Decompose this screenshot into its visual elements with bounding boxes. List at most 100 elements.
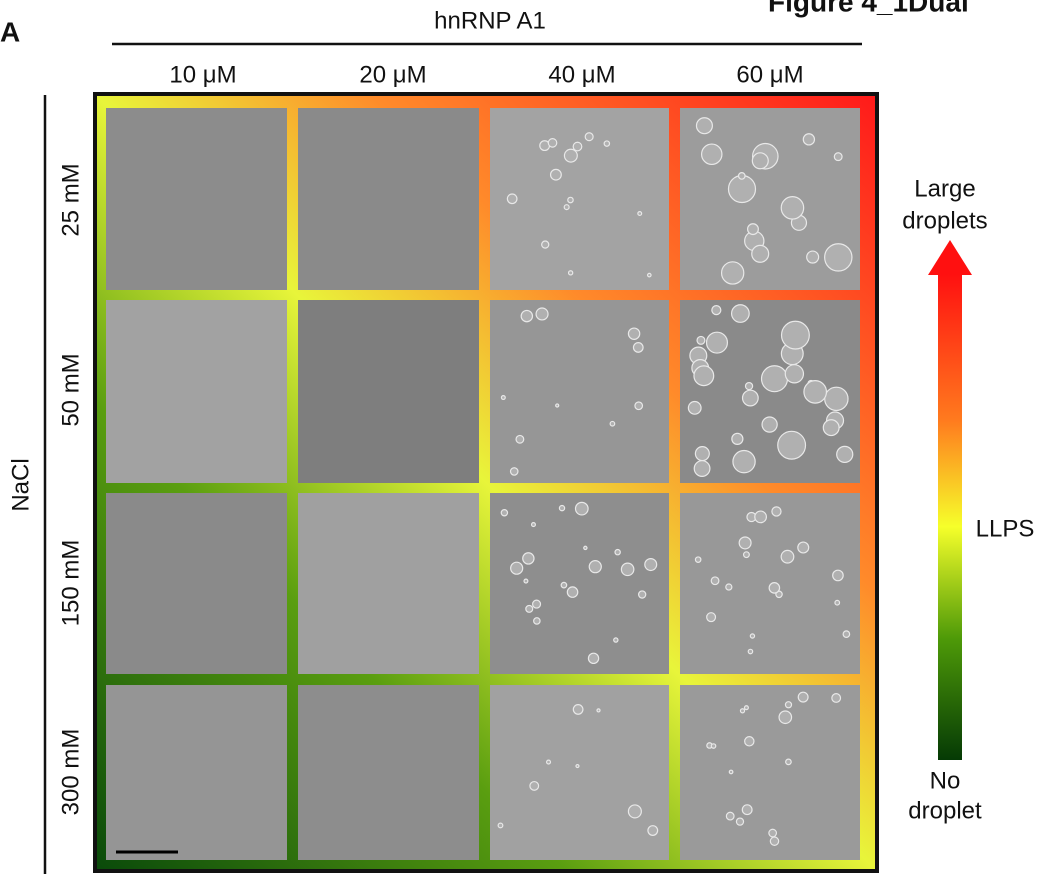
arrow-head bbox=[928, 240, 972, 275]
droplet bbox=[501, 396, 505, 400]
droplet bbox=[638, 212, 642, 216]
droplet bbox=[589, 561, 601, 573]
droplet bbox=[739, 537, 751, 549]
droplet bbox=[785, 365, 803, 383]
droplet bbox=[733, 451, 755, 473]
droplet bbox=[534, 618, 540, 624]
droplet bbox=[745, 383, 752, 390]
droplet bbox=[542, 241, 549, 248]
droplet bbox=[835, 600, 840, 605]
droplet bbox=[573, 705, 583, 715]
droplet bbox=[745, 737, 754, 746]
column-label: 20 μM bbox=[359, 61, 426, 88]
droplet bbox=[526, 605, 533, 612]
figure: A Figure 4_1Dual hnRNP A1 10 μM 20 μM 40… bbox=[0, 0, 1053, 874]
column-header: hnRNP A1 bbox=[434, 7, 546, 34]
row-label: 25 mM bbox=[57, 163, 84, 236]
scale-middle-label: LLPS bbox=[976, 515, 1035, 542]
droplet bbox=[772, 507, 781, 516]
droplet bbox=[748, 224, 759, 235]
droplet bbox=[588, 653, 598, 663]
droplet bbox=[648, 826, 658, 836]
droplet bbox=[569, 271, 573, 275]
droplet bbox=[834, 153, 842, 161]
droplet bbox=[532, 523, 536, 527]
droplet bbox=[750, 634, 754, 638]
droplet bbox=[732, 305, 750, 323]
droplet bbox=[511, 468, 518, 475]
scale-bottom-label: droplet bbox=[908, 797, 982, 824]
droplet bbox=[547, 760, 551, 764]
droplet bbox=[576, 765, 579, 768]
droplet bbox=[755, 511, 767, 523]
droplet bbox=[744, 706, 748, 710]
droplet bbox=[604, 141, 609, 146]
droplet bbox=[785, 702, 791, 708]
droplet bbox=[707, 332, 728, 353]
micrograph bbox=[490, 493, 669, 674]
droplet bbox=[742, 805, 752, 815]
droplet bbox=[823, 420, 839, 436]
droplet bbox=[736, 818, 743, 825]
droplet bbox=[695, 447, 709, 461]
droplet bbox=[694, 461, 710, 477]
droplet bbox=[585, 133, 593, 141]
droplet bbox=[633, 343, 643, 353]
droplet bbox=[743, 390, 759, 406]
droplet bbox=[729, 770, 733, 774]
droplet bbox=[688, 402, 701, 415]
droplet bbox=[752, 153, 768, 169]
droplet bbox=[697, 336, 705, 344]
droplet bbox=[798, 542, 809, 553]
droplet bbox=[804, 381, 827, 404]
scale-top-label: Large bbox=[914, 175, 975, 202]
droplet bbox=[615, 550, 620, 555]
droplet bbox=[628, 328, 639, 339]
droplet bbox=[621, 563, 633, 575]
column-label: 60 μM bbox=[736, 61, 803, 88]
row-label: 150 mM bbox=[57, 540, 84, 627]
droplet bbox=[645, 559, 657, 571]
droplet bbox=[501, 510, 507, 516]
droplet bbox=[739, 173, 746, 180]
micrograph bbox=[298, 300, 479, 483]
micrograph bbox=[298, 493, 479, 674]
droplet bbox=[507, 194, 517, 204]
droplet bbox=[807, 251, 819, 263]
row-header: NaCl bbox=[7, 458, 34, 511]
droplet bbox=[837, 446, 853, 462]
micrograph bbox=[106, 300, 287, 483]
droplet bbox=[511, 562, 523, 574]
micrograph bbox=[106, 493, 287, 674]
droplet bbox=[533, 600, 541, 608]
droplet bbox=[648, 273, 652, 277]
droplet bbox=[573, 142, 582, 151]
droplet bbox=[696, 118, 712, 134]
droplet bbox=[825, 244, 852, 271]
droplet bbox=[524, 579, 528, 583]
droplet bbox=[752, 245, 769, 262]
scale-top-label: droplets bbox=[902, 207, 987, 234]
droplet bbox=[695, 557, 700, 562]
droplet bbox=[516, 435, 524, 443]
scale-bottom-label: No bbox=[930, 767, 961, 794]
droplet bbox=[712, 306, 721, 315]
droplet bbox=[702, 144, 722, 164]
micrograph bbox=[106, 685, 287, 860]
droplet bbox=[564, 149, 577, 162]
droplet bbox=[769, 829, 777, 837]
droplet bbox=[564, 205, 569, 210]
droplet bbox=[778, 431, 806, 459]
droplet bbox=[556, 404, 559, 407]
droplet bbox=[832, 694, 841, 703]
micrograph bbox=[680, 493, 860, 674]
droplet bbox=[694, 366, 714, 386]
droplet bbox=[781, 550, 794, 563]
droplet bbox=[548, 139, 556, 147]
droplet bbox=[726, 584, 732, 590]
droplet bbox=[744, 552, 750, 558]
droplet bbox=[536, 308, 548, 320]
micrograph bbox=[106, 108, 287, 290]
droplet bbox=[782, 321, 810, 349]
droplet bbox=[521, 310, 532, 321]
